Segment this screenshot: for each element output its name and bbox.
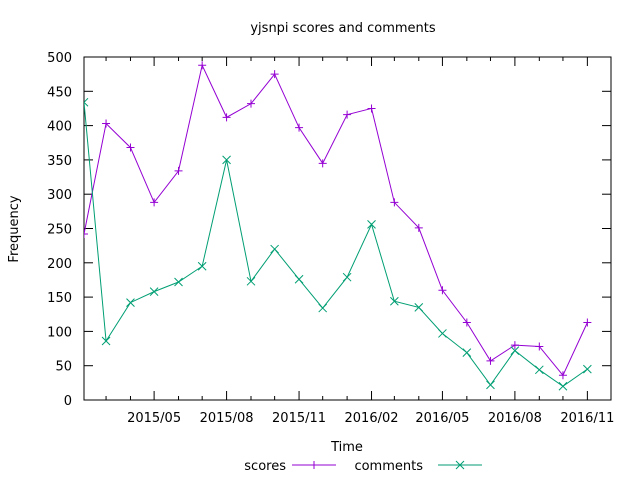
comments-point — [149, 287, 159, 296]
y-tick-label: 300 — [47, 188, 72, 203]
comments-point — [270, 244, 279, 254]
legend-marker-scores — [310, 461, 318, 469]
y-tick-label: 50 — [55, 360, 72, 375]
scores-point — [270, 70, 279, 79]
x-axis-label: Time — [330, 440, 363, 455]
scores-point — [558, 371, 567, 380]
legend-label-comments: comments — [354, 459, 423, 474]
y-tick-label: 0 — [64, 394, 72, 409]
x-tick-label: 2015/11 — [272, 411, 326, 426]
scores-point — [535, 342, 544, 351]
scores-line — [84, 63, 588, 377]
comments-point — [222, 155, 231, 165]
scores-point — [462, 318, 471, 327]
comments-point — [246, 276, 256, 286]
y-axis-label: Frequency — [7, 195, 22, 262]
scores-point — [84, 229, 88, 238]
scores-point — [126, 143, 135, 152]
comments-point — [462, 348, 472, 358]
y-tick-label: 150 — [47, 291, 72, 306]
x-tick-label: 2015/05 — [127, 411, 181, 426]
chart-title: yjsnpi scores and comments — [250, 21, 436, 36]
scores-point — [102, 119, 111, 128]
scores-point — [295, 123, 304, 132]
x-tick-label: 2016/02 — [345, 411, 399, 426]
comments-line — [84, 102, 588, 387]
comments-point — [510, 346, 520, 355]
comments-point — [390, 296, 399, 306]
comments-point — [101, 336, 111, 346]
comments-point — [534, 365, 544, 375]
y-tick-label: 100 — [47, 325, 72, 340]
y-tick-label: 250 — [47, 223, 72, 238]
plot-area: 0 50 100 150 200 250 300 350 400 450 500 2015/05 201… — [47, 51, 614, 426]
scores-point — [247, 99, 256, 108]
scores-point — [438, 286, 447, 295]
x-tick-label: 2015/08 — [200, 411, 254, 426]
comments-point — [174, 277, 183, 287]
scores-point — [174, 166, 183, 175]
scores-point — [510, 341, 519, 350]
scores-point — [414, 223, 423, 232]
comments-point — [318, 303, 328, 313]
scores-point — [318, 159, 327, 168]
scores-point — [583, 318, 592, 327]
comments-point — [438, 329, 447, 338]
comments-point — [197, 261, 207, 271]
series-scores — [84, 61, 592, 380]
scores-point — [343, 110, 352, 119]
comments-point — [414, 303, 424, 312]
y-tick-label: 450 — [47, 85, 72, 100]
comments-point — [486, 380, 495, 390]
comments-point — [558, 381, 568, 391]
scores-point — [486, 356, 495, 365]
comments-point — [367, 220, 376, 229]
legend-label-scores: scores — [244, 459, 286, 474]
plot-frame — [83, 56, 612, 401]
y-tick-label: 500 — [47, 51, 72, 66]
legend-marker-comments — [455, 460, 465, 470]
series-comments — [84, 97, 592, 391]
scores-point — [367, 104, 376, 113]
x-tick-label: 2016/05 — [415, 411, 469, 426]
comments-point — [126, 298, 135, 307]
comments-point — [342, 272, 352, 282]
comments-point — [294, 274, 304, 284]
y-tick-label: 350 — [47, 154, 72, 169]
scores-point — [390, 198, 399, 207]
y-tick-label: 200 — [47, 257, 72, 272]
comments-point — [583, 364, 592, 374]
y-tick-label: 400 — [47, 120, 72, 135]
legend: scores comments — [244, 459, 482, 474]
scores-point — [222, 113, 231, 122]
scores-point — [150, 198, 159, 207]
x-tick-label: 2016/08 — [488, 411, 542, 426]
comments-point — [84, 97, 89, 107]
scores-point — [198, 61, 207, 70]
x-tick-label: 2016/11 — [560, 411, 614, 426]
